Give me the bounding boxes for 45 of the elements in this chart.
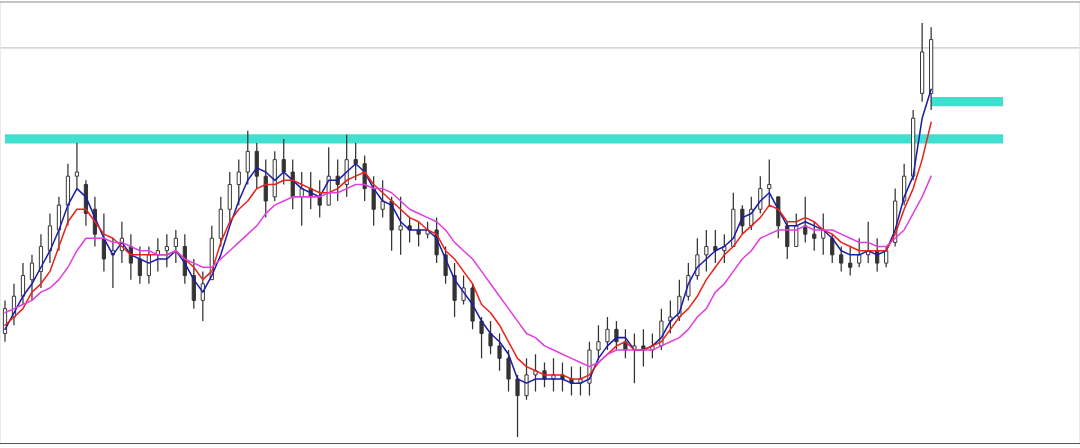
- candlestick: [812, 221, 817, 252]
- candlestick: [794, 212, 799, 248]
- candlestick: [488, 320, 493, 355]
- candlestick: [884, 245, 889, 268]
- candlestick: [281, 138, 286, 186]
- candlestick: [20, 262, 26, 306]
- candlestick: [236, 158, 241, 206]
- candlestick: [668, 299, 673, 335]
- candlestick: [839, 245, 844, 273]
- candlestick: [380, 179, 385, 219]
- candlestick: [848, 245, 853, 277]
- candlestick: [758, 175, 763, 215]
- candlestick: [245, 130, 250, 186]
- candlestick: [497, 332, 502, 372]
- candlestick: [713, 229, 718, 264]
- candlestick: [416, 221, 421, 248]
- candlestick: [524, 357, 529, 401]
- candlestick: [821, 212, 826, 256]
- candlestick: [533, 353, 538, 393]
- candlestick: [299, 171, 304, 227]
- candlestick: [515, 374, 520, 438]
- candlestick: [695, 237, 700, 281]
- candlestick: [767, 158, 772, 206]
- candlestick: [353, 142, 358, 181]
- candlestick: [722, 233, 727, 264]
- candlestick: [641, 328, 646, 368]
- candlestick: [506, 349, 511, 393]
- candlestick: [398, 196, 403, 256]
- candlestick: [740, 204, 745, 235]
- candlestick: [596, 324, 601, 359]
- candlestick: [407, 216, 412, 244]
- candlestick: [803, 196, 808, 244]
- candlestick: [479, 316, 484, 359]
- candlestick: [605, 316, 610, 351]
- candlestick: [749, 196, 754, 231]
- candlestick: [173, 229, 178, 264]
- candlestick: [29, 254, 35, 302]
- candlestick: [704, 229, 709, 273]
- candlestick: [164, 233, 169, 268]
- candlestick: [614, 320, 619, 351]
- candlestick: [371, 175, 376, 227]
- candlestick: [335, 158, 340, 202]
- candlestick: [785, 221, 790, 260]
- candlestick: [74, 142, 80, 190]
- candlestick: [317, 179, 322, 219]
